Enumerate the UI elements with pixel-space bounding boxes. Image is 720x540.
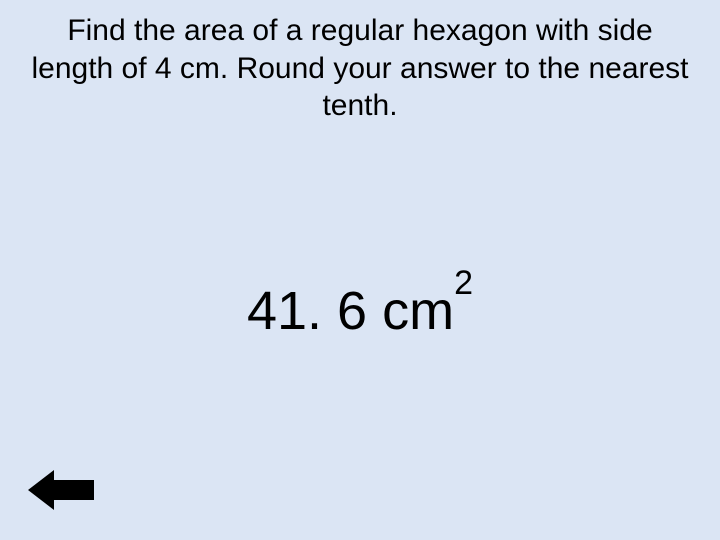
answer-value: 41. 6 cm xyxy=(247,281,454,341)
question-text: Find the area of a regular hexagon with … xyxy=(30,12,690,125)
answer-text: 41. 6 cm2 xyxy=(247,280,473,342)
answer-exponent: 2 xyxy=(454,264,473,302)
slide: Find the area of a regular hexagon with … xyxy=(0,0,720,540)
answer-container: 41. 6 cm2 xyxy=(0,280,720,342)
back-arrow-button[interactable] xyxy=(28,468,96,512)
arrow-left-icon xyxy=(28,468,96,512)
